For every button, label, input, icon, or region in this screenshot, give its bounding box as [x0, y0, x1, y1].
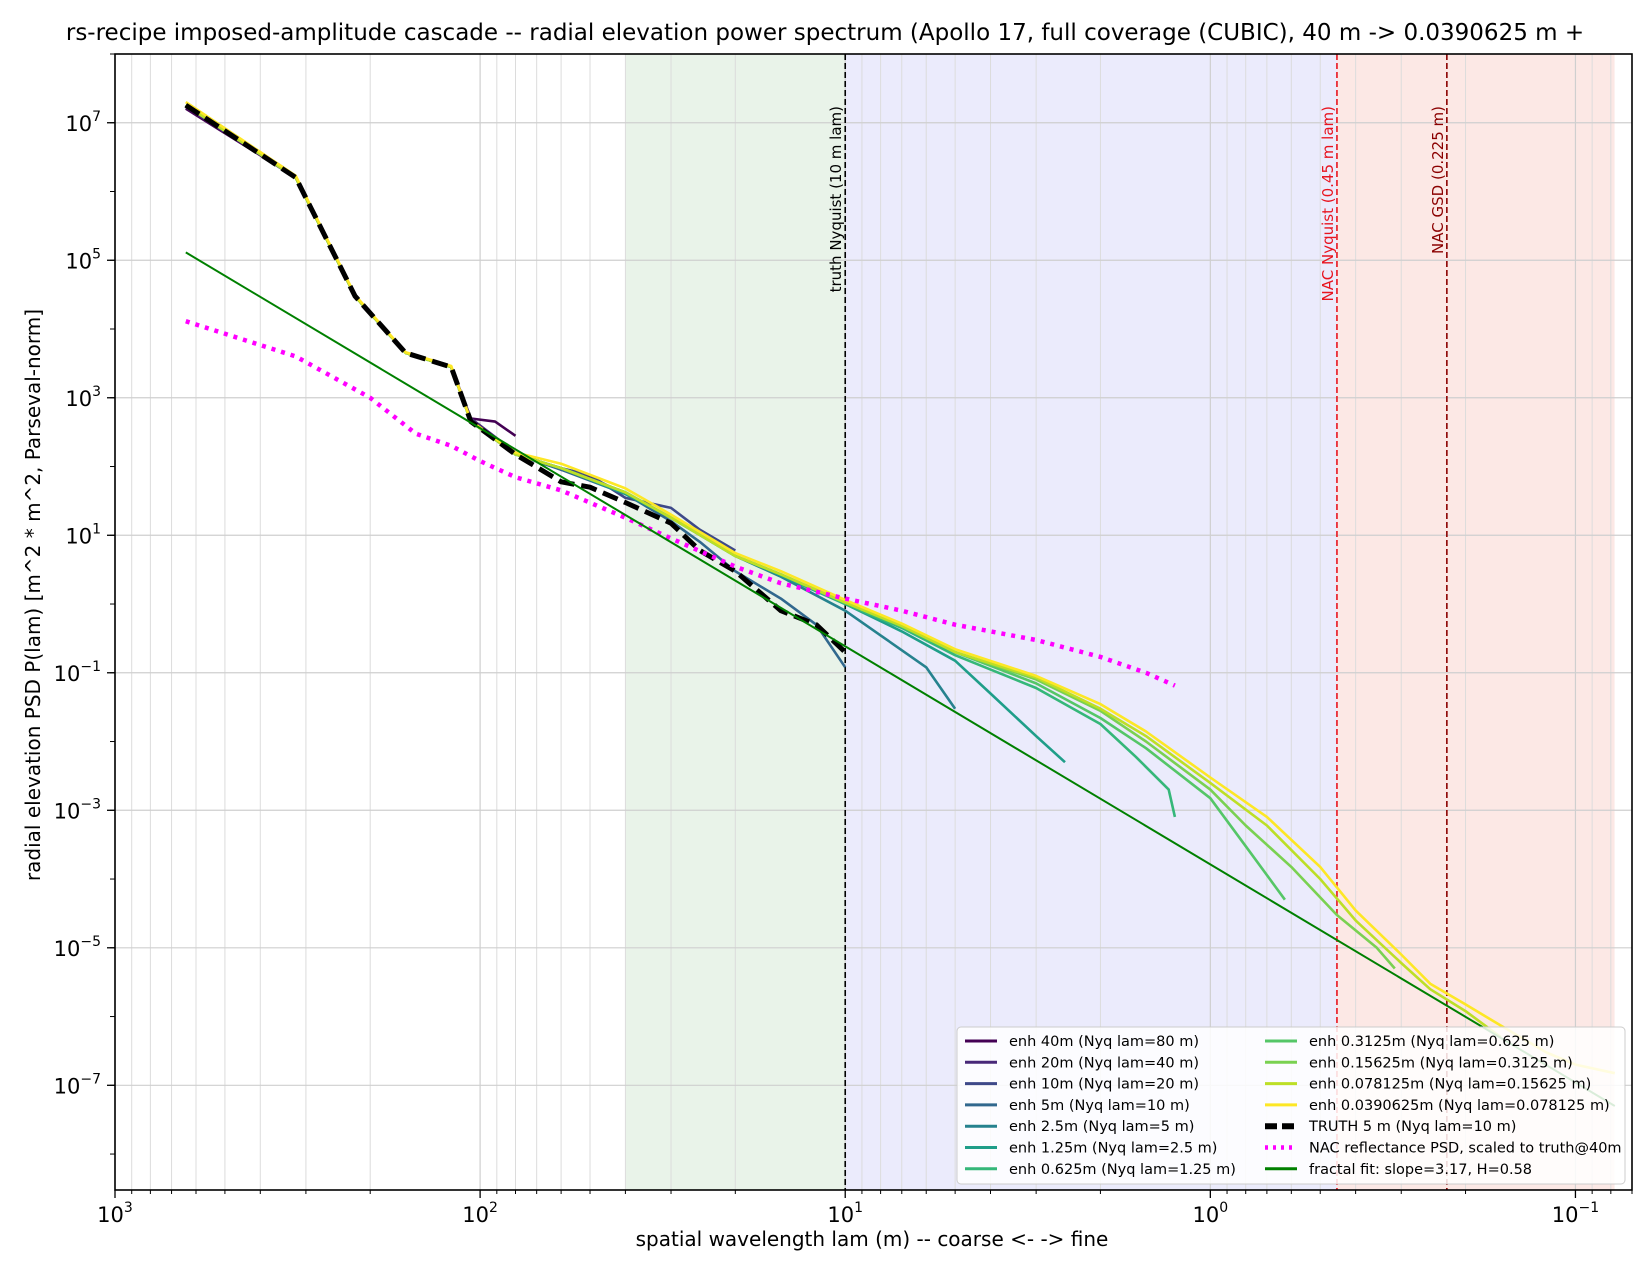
legend-entry-2: enh 10m (Nyq lam=20 m) — [1009, 1077, 1199, 1093]
y-tick-label-5: 10−3 — [54, 796, 101, 823]
legend-entry-5: enh 1.25m (Nyq lam=2.5 m) — [1009, 1141, 1217, 1157]
x-tick-label-2: 101 — [827, 1200, 863, 1227]
legend-entry-4: enh 2.5m (Nyq lam=5 m) — [1009, 1119, 1194, 1135]
legend-entry-1: enh 20m (Nyq lam=40 m) — [1009, 1055, 1199, 1071]
x-tick-label-1: 102 — [462, 1200, 498, 1227]
y-tick-label-6: 10−5 — [54, 934, 101, 961]
legend-entry-0: enh 40m (Nyq lam=80 m) — [1009, 1034, 1199, 1050]
y-axis-label: radial elevation PSD P(lam) [m^2 * m^2, … — [21, 309, 45, 881]
x-tick-label-4: 10−1 — [1552, 1200, 1599, 1227]
reference-line-label-0: truth Nyquist (10 m lam) — [827, 106, 845, 292]
x-axis-label: spatial wavelength lam (m) -- coarse <- … — [636, 1227, 1109, 1251]
plot-frame — [114, 53, 1633, 1191]
reference-line-label-2: NAC GSD (0.225 m) — [1429, 106, 1447, 254]
series-line-11 — [184, 103, 847, 654]
legend-entry-7: enh 0.3125m (Nyq lam=0.625 m) — [1309, 1034, 1554, 1050]
legend-entry-12: NAC reflectance PSD, scaled to truth@40m — [1309, 1141, 1622, 1157]
legend-entry-6: enh 0.625m (Nyq lam=1.25 m) — [1009, 1162, 1236, 1178]
legend-entry-9: enh 0.078125m (Nyq lam=0.15625 m) — [1309, 1077, 1591, 1093]
y-tick-label-3: 101 — [65, 521, 101, 548]
band-2 — [1336, 54, 1615, 1190]
legend-entry-3: enh 5m (Nyq lam=10 m) — [1009, 1098, 1190, 1114]
reference-line-label-1: NAC Nyquist (0.45 m lam) — [1319, 106, 1337, 301]
chart-title: rs-recipe imposed-amplitude cascade -- r… — [66, 20, 1584, 46]
band-1 — [845, 54, 1337, 1190]
series-line-0 — [185, 107, 517, 437]
x-tick-label-3: 100 — [1193, 1200, 1229, 1227]
series-line-1 — [185, 105, 626, 496]
x-tick-label-0: 103 — [97, 1200, 133, 1227]
legend-entry-11: TRUTH 5 m (Nyq lam=10 m) — [1308, 1119, 1516, 1135]
series-line-13 — [185, 251, 1616, 1107]
legend-entry-13: fractal fit: slope=3.17, H=0.58 — [1309, 1162, 1532, 1178]
y-tick-label-7: 10−7 — [54, 1071, 101, 1098]
y-tick-label-1: 105 — [65, 246, 101, 273]
y-tick-label-2: 103 — [65, 384, 101, 411]
legend-entry-10: enh 0.0390625m (Nyq lam=0.078125 m) — [1309, 1098, 1610, 1114]
legend-entry-8: enh 0.15625m (Nyq lam=0.3125 m) — [1309, 1055, 1573, 1071]
y-tick-label-4: 10−1 — [54, 659, 101, 686]
y-tick-label-0: 107 — [65, 109, 101, 136]
legend: enh 40m (Nyq lam=80 m) enh 20m (Nyq lam=4… — [956, 1026, 1626, 1185]
